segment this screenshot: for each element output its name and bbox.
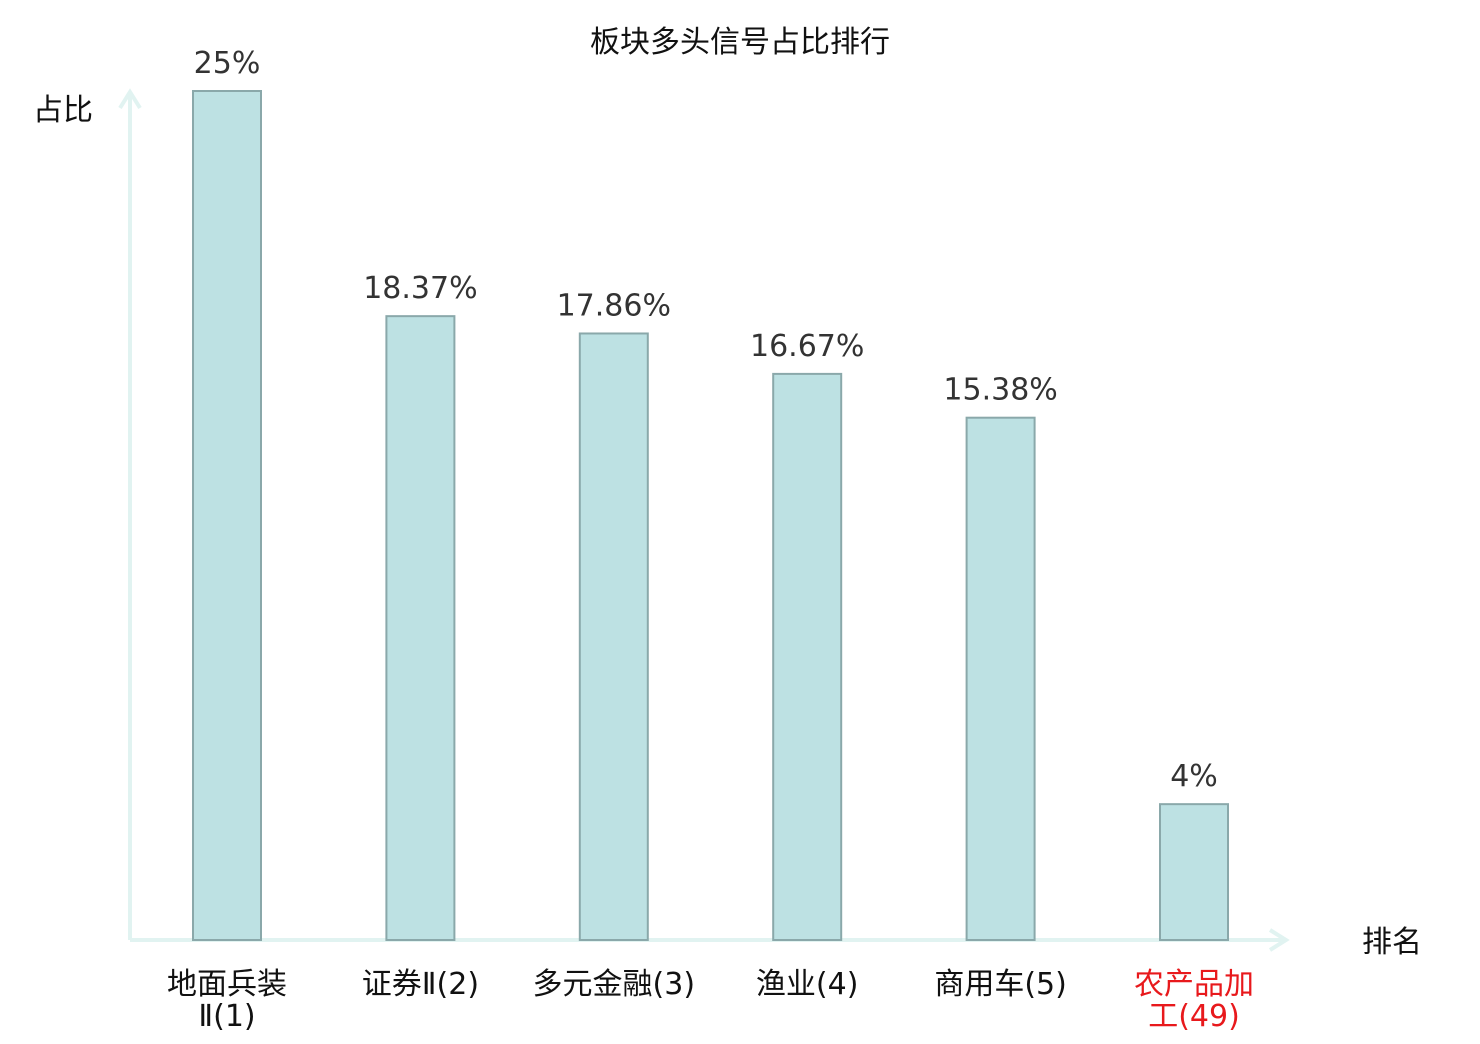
y-axis-label: 占比 xyxy=(33,93,93,128)
chart-title: 板块多头信号占比排行 xyxy=(590,25,890,60)
category-label-5: 商用车(5) xyxy=(934,967,1067,1002)
category-label-4: 渔业(4) xyxy=(756,967,859,1002)
value-label-6: 4% xyxy=(1170,759,1218,794)
category-label-1-line-2: Ⅱ(1) xyxy=(198,999,255,1034)
category-label-1-line-1: 地面兵装 xyxy=(167,967,287,1002)
value-label-5: 15.38% xyxy=(943,373,1057,408)
y-axis-arrow xyxy=(118,88,142,110)
value-labels: 25% 18.37% 17.86% 16.67% 15.38% 4% xyxy=(194,46,1218,794)
category-label-2: 证券Ⅱ(2) xyxy=(362,967,479,1002)
category-label-3: 多元金融(3) xyxy=(533,967,696,1002)
category-label-6-line-2: 工(49) xyxy=(1148,999,1240,1034)
value-label-4: 16.67% xyxy=(750,329,864,364)
bars xyxy=(192,90,1229,942)
x-axis-label: 排名 xyxy=(1362,925,1422,960)
x-axis-arrow xyxy=(1268,928,1290,952)
bar-6 xyxy=(1159,803,1229,941)
bar-3 xyxy=(578,332,649,941)
value-label-2: 18.37% xyxy=(363,271,477,306)
value-label-1: 25% xyxy=(194,46,261,81)
bar-1 xyxy=(192,90,262,941)
axes xyxy=(118,88,1290,952)
category-label-6-line-1: 农产品加 xyxy=(1134,967,1254,1002)
bar-5 xyxy=(965,416,1036,941)
value-label-3: 17.86% xyxy=(557,288,671,323)
bar-4 xyxy=(772,372,843,942)
bar-2 xyxy=(385,315,456,941)
